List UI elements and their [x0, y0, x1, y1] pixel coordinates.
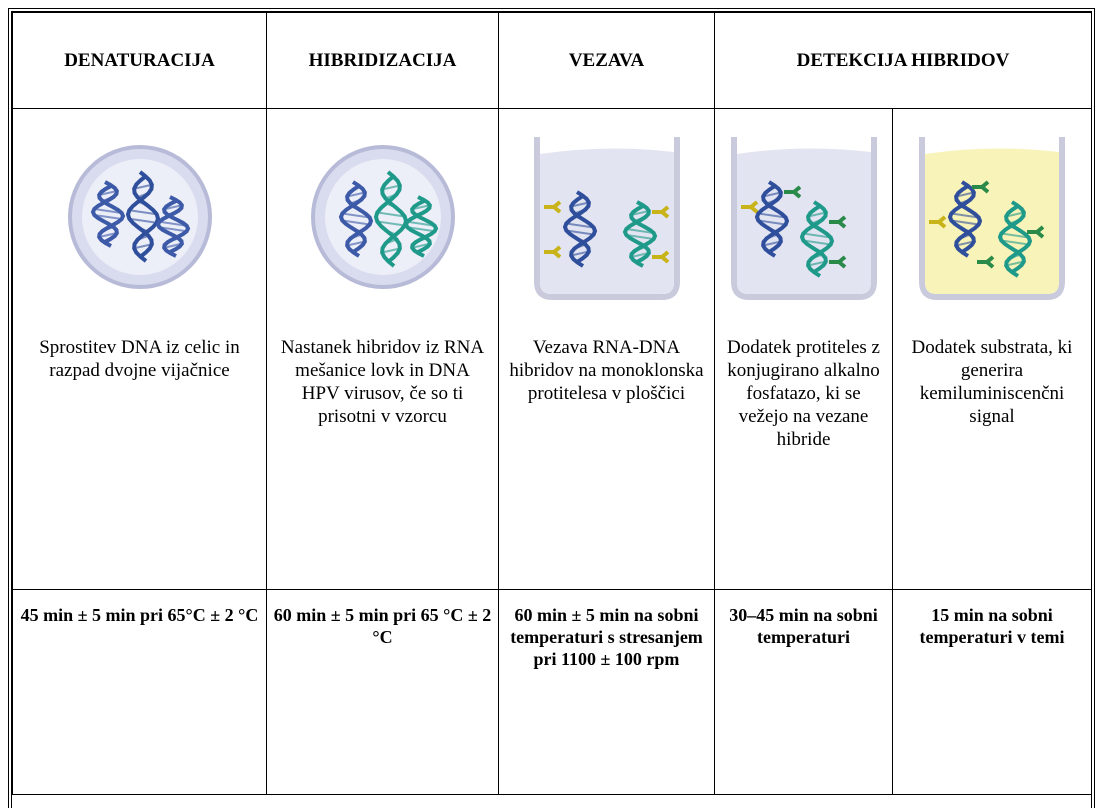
conditions: 30–45 min na sobni temperaturi — [714, 589, 893, 795]
illustration — [919, 136, 1065, 300]
conditions: 15 min na sobni temperaturi v temi — [892, 589, 1092, 795]
header-cell: DETEKCIJA HIBRIDOV — [714, 12, 1092, 109]
illustration — [533, 136, 680, 300]
description: Nastanek hibridov iz RNA mešanice lovk i… — [280, 337, 485, 427]
illustration-box — [273, 109, 492, 324]
illustration-box — [19, 109, 260, 324]
frame — [8, 8, 1095, 808]
header-cell: VEZAVA — [498, 12, 715, 109]
description: Sprostitev DNA iz celic in razpad dvojne… — [39, 337, 240, 381]
illustration-box — [505, 109, 708, 324]
description: Dodatek substrata, ki generira kemilumin… — [911, 337, 1073, 427]
conditions: 45 min ± 5 min pri 65°C ± 2 °C — [12, 589, 267, 795]
description: Vezava RNA-DNA hibridov na monoklonska p… — [509, 337, 704, 404]
process-table: DENATURACIJA HIBRIDIZACIJA VEZAVA DETEKC… — [12, 12, 1092, 795]
description-row: Sprostitev DNA iz celic in razpad dvojne… — [12, 108, 1092, 590]
header-cell: HIBRIDIZACIJA — [266, 12, 499, 109]
illustration — [730, 136, 877, 300]
description: Dodatek protiteles z konjugirano alkalno… — [726, 337, 880, 450]
description-cell: Sprostitev DNA iz celic in razpad dvojne… — [12, 108, 267, 590]
header-row: DENATURACIJA HIBRIDIZACIJA VEZAVA DETEKC… — [12, 12, 1092, 109]
page: {"headers": ["DENATURACIJA", "HIBRIDIZAC… — [8, 8, 1095, 808]
description-cell: Nastanek hibridov iz RNA mešanice lovk i… — [266, 108, 499, 590]
description-cell: Dodatek substrata, ki generira kemilumin… — [892, 108, 1092, 590]
conditions-row: 45 min ± 5 min pri 65°C ± 2 °C 60 min ± 5… — [12, 589, 1092, 795]
description-cell: Vezava RNA-DNA hibridov na monoklonska p… — [498, 108, 715, 590]
illustration — [67, 144, 212, 289]
conditions: 60 min ± 5 min pri 65 °C ± 2 °C — [266, 589, 499, 795]
illustration — [310, 144, 455, 289]
header-cell: DENATURACIJA — [12, 12, 267, 109]
conditions: 60 min ± 5 min na sobni temperaturi s st… — [498, 589, 715, 795]
illustration-box — [899, 109, 1085, 324]
description-cell: Dodatek protiteles z konjugirano alkalno… — [714, 108, 893, 590]
illustration-box — [721, 109, 886, 324]
